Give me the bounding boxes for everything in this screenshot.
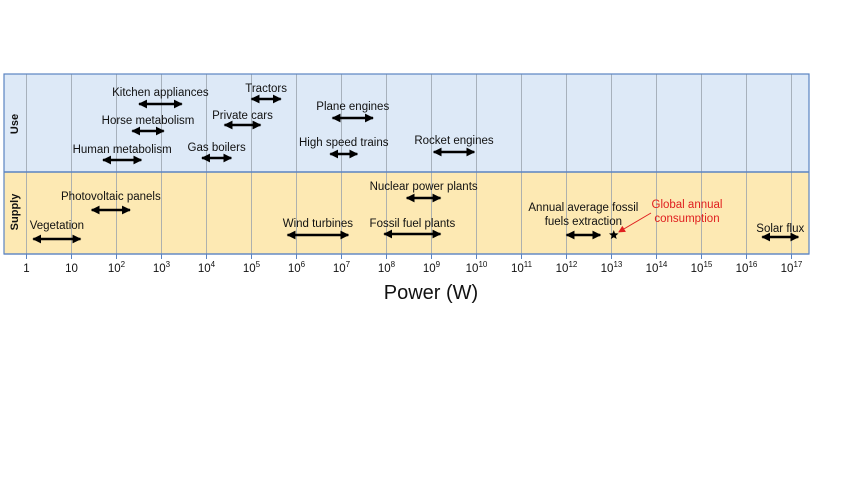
x-axis-title: Power (W) <box>384 282 478 304</box>
tick-label-base: 10 <box>691 263 704 275</box>
tick-label: 1012 <box>556 260 578 275</box>
use-band-label: Use <box>9 114 21 134</box>
tick-label: 1013 <box>601 260 623 275</box>
range-label: Human metabolism <box>73 144 172 156</box>
global-consumption-star-icon <box>609 230 619 239</box>
range-plane-engines: Plane engines <box>316 101 389 123</box>
tick-label-exponent: 8 <box>391 260 396 269</box>
range-rocket-engines: Rocket engines <box>414 135 494 157</box>
tick-label-exponent: 7 <box>346 260 351 269</box>
tick-label: 105 <box>243 260 261 275</box>
tick-label: 1014 <box>646 260 668 275</box>
supply-band-label: Supply <box>9 193 21 231</box>
tick-label: 1 <box>23 263 29 275</box>
tick-label-base: 10 <box>556 263 569 275</box>
tick-label-exponent: 13 <box>613 260 622 269</box>
range-label: Solar flux <box>756 223 804 235</box>
range-gas-boilers: Gas boilers <box>188 142 246 163</box>
range-label: Vegetation <box>30 220 84 232</box>
tick-label: 103 <box>153 260 171 275</box>
global-consumption-label: Global annual <box>652 199 723 211</box>
tick-label-exponent: 3 <box>166 260 171 269</box>
tick-label: 1011 <box>511 260 533 275</box>
tick-label-exponent: 12 <box>568 260 577 269</box>
range-tractors: Tractors <box>245 83 287 104</box>
tick-label-base: 10 <box>511 263 524 275</box>
tick-label-exponent: 2 <box>121 260 126 269</box>
tick-label: 109 <box>423 260 441 275</box>
tick-label-base: 10 <box>423 263 436 275</box>
tick-label-base: 10 <box>646 263 659 275</box>
tick-label-base: 10 <box>378 263 391 275</box>
range-wind-turbines: Wind turbines <box>283 218 354 240</box>
tick-label-base: 10 <box>108 263 121 275</box>
tick-label-base: 10 <box>333 263 346 275</box>
tick-label: 1010 <box>466 260 488 275</box>
tick-label-exponent: 16 <box>748 260 757 269</box>
range-fossil-fuel-plants: Fossil fuel plants <box>370 218 456 239</box>
range-label: Wind turbines <box>283 218 354 230</box>
range-kitchen-appliances: Kitchen appliances <box>112 87 209 109</box>
tick-label-exponent: 17 <box>793 260 802 269</box>
range-label: Tractors <box>245 83 287 95</box>
tick-label: 1015 <box>691 260 713 275</box>
supply-band <box>4 172 809 254</box>
vertical-gridlines <box>26 74 792 259</box>
tick-label-base: 10 <box>736 263 749 275</box>
tick-label-exponent: 5 <box>256 260 261 269</box>
range-horse-metabolism: Horse metabolism <box>102 115 195 136</box>
tick-label-exponent: 14 <box>658 260 667 269</box>
range-label: Fossil fuel plants <box>370 218 456 230</box>
global-consumption-callout-arrow <box>618 212 652 233</box>
range-photovoltaic-panels: Photovoltaic panels <box>61 191 161 215</box>
range-label: Horse metabolism <box>102 115 195 127</box>
range-vegetation: Vegetation <box>30 220 84 244</box>
tick-label: 108 <box>378 260 396 275</box>
range-label: Kitchen appliances <box>112 87 209 99</box>
tick-label-exponent: 9 <box>436 260 441 269</box>
tick-label-base: 1 <box>23 263 29 275</box>
range-label: Gas boilers <box>188 142 246 154</box>
global-consumption-marker-group: Global annual consumption <box>609 199 722 239</box>
range-items: Kitchen appliances Tractors Horse metaboli… <box>30 83 804 244</box>
tick-label: 1016 <box>736 260 758 275</box>
range-solar-flux: Solar flux <box>756 223 804 242</box>
tick-label-exponent: 4 <box>211 260 216 269</box>
tick-label-base: 10 <box>65 263 78 275</box>
tick-label: 10 <box>65 263 78 275</box>
tick-label-base: 10 <box>288 263 301 275</box>
range-annual-average-fossil-fuels-extraction: Annual average fossil fuels extraction <box>528 202 638 240</box>
tick-label-base: 10 <box>243 263 256 275</box>
range-high-speed-trains: High speed trains <box>299 137 389 159</box>
tick-label-base: 10 <box>153 263 166 275</box>
tick-label-base: 10 <box>601 263 614 275</box>
x-axis-tick-labels: 1 10 102 103 104 105 106 107 108 109 1010 1011 1012 1… <box>23 260 803 275</box>
tick-label: 1017 <box>781 260 803 275</box>
tick-label-base: 10 <box>198 263 211 275</box>
range-human-metabolism: Human metabolism <box>73 144 172 165</box>
tick-label-exponent: 10 <box>478 260 487 269</box>
tick-label: 107 <box>333 260 351 275</box>
tick-label-exponent: 11 <box>524 260 533 269</box>
range-label: Plane engines <box>316 101 389 113</box>
range-label-line: fuels extraction <box>545 216 622 228</box>
global-consumption-label: consumption <box>654 213 719 225</box>
tick-label-base: 10 <box>781 263 794 275</box>
tick-label: 104 <box>198 260 216 275</box>
tick-label: 102 <box>108 260 126 275</box>
range-label: Rocket engines <box>414 135 494 147</box>
range-label: Nuclear power plants <box>370 181 478 193</box>
tick-label: 106 <box>288 260 306 275</box>
range-label: Private cars <box>212 110 273 122</box>
range-label: Photovoltaic panels <box>61 191 161 203</box>
range-label: High speed trains <box>299 137 389 149</box>
range-label-line: Annual average fossil <box>528 202 638 214</box>
tick-label-exponent: 6 <box>301 260 306 269</box>
tick-label-base: 10 <box>466 263 479 275</box>
range-private-cars: Private cars <box>212 110 273 130</box>
tick-label-exponent: 15 <box>703 260 712 269</box>
range-nuclear-power-plants: Nuclear power plants <box>370 181 478 203</box>
